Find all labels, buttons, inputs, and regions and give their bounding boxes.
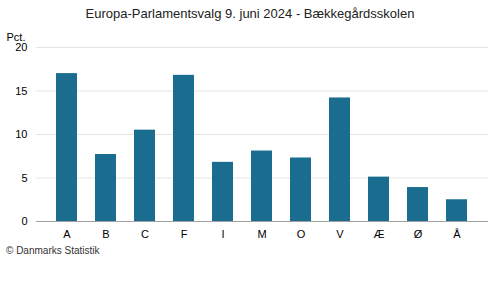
svg-text:10: 10 <box>15 128 27 140</box>
html-text:Europa-Parlamentsvalg 9. juni: Europa-Parlamentsvalg 9. juni 2024 - Bæk… <box>85 6 415 21</box>
svg-text:F: F <box>181 228 188 240</box>
svg-text:Æ: Æ <box>374 228 385 240</box>
svg-text:I: I <box>221 228 224 240</box>
svg-text:B: B <box>102 228 109 240</box>
html-text:© Danmarks Statistik: © Danmarks Statistik <box>6 245 100 256</box>
svg-text:20: 20 <box>15 41 28 53</box>
svg-text:Pct.: Pct. <box>7 31 26 43</box>
svg-text:5: 5 <box>21 172 27 184</box>
svg-text:M: M <box>257 228 266 240</box>
svg-text:Ø: Ø <box>414 228 423 240</box>
svg-text:A: A <box>63 228 71 240</box>
svg-text:Å: Å <box>453 228 461 240</box>
svg-text:15: 15 <box>15 85 27 97</box>
svg-text:C: C <box>141 228 149 240</box>
svg-text:V: V <box>336 228 344 240</box>
svg-text:0: 0 <box>21 215 27 227</box>
svg-text:O: O <box>297 228 306 240</box>
